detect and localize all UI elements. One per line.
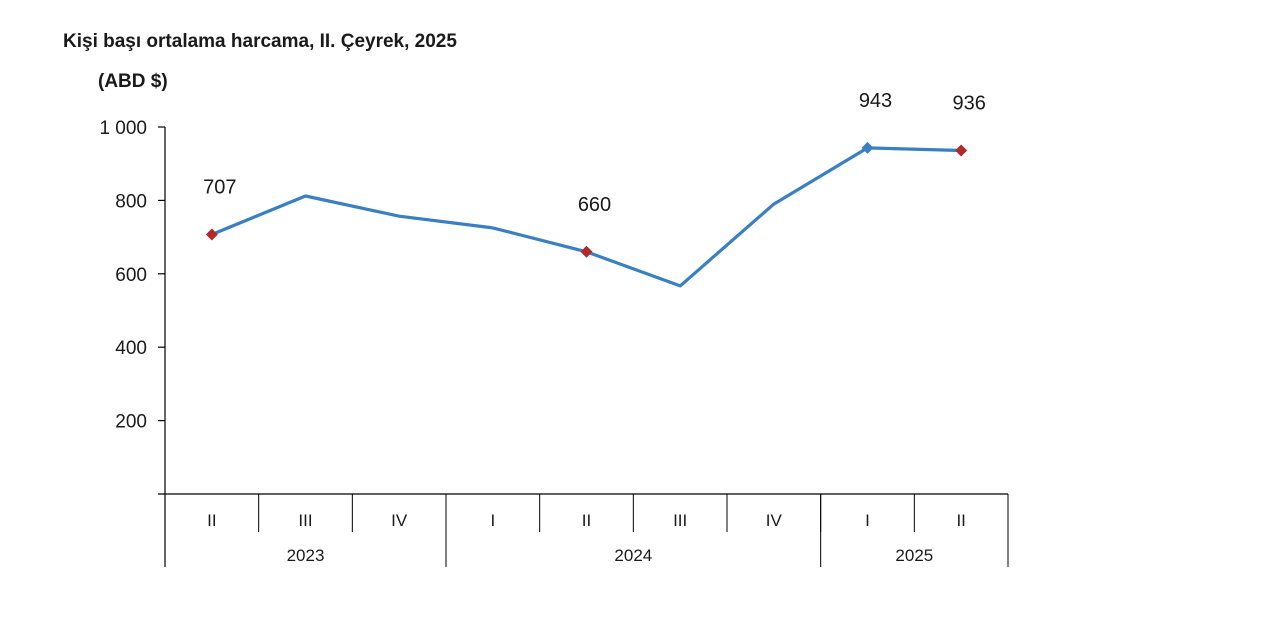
y-tick-label: 400 [115, 338, 147, 359]
data-label: 707 [203, 177, 236, 199]
data-point-marker [861, 141, 874, 154]
y-tick-label: 1 000 [99, 118, 147, 139]
data-label: 943 [859, 90, 892, 112]
x-category-label: IV [391, 511, 408, 530]
data-label: 936 [952, 92, 985, 114]
chart-title: Kişi başı ortalama harcama, II. Çeyrek, … [63, 31, 457, 52]
x-category-label: I [865, 511, 870, 530]
x-year-label: 2023 [287, 546, 325, 565]
series-line [211, 146, 962, 288]
data-label: 660 [578, 194, 611, 216]
x-year-label: 2025 [895, 546, 933, 565]
x-year-label: 2024 [614, 546, 652, 565]
y-tick-label: 600 [115, 265, 147, 286]
x-category-label: II [956, 511, 965, 530]
data-point-marker [955, 144, 968, 157]
data-point-marker [580, 245, 593, 258]
x-category-label: II [207, 511, 216, 530]
data-point-marker [205, 228, 218, 241]
x-category-label: I [490, 511, 495, 530]
y-axis-unit-label: (ABD $) [98, 71, 168, 92]
x-category-label: II [582, 511, 591, 530]
x-category-label: III [298, 511, 312, 530]
x-category-label: III [673, 511, 687, 530]
y-tick-label: 800 [115, 191, 147, 212]
x-category-label: IV [766, 511, 783, 530]
y-tick-label: 200 [115, 412, 147, 433]
